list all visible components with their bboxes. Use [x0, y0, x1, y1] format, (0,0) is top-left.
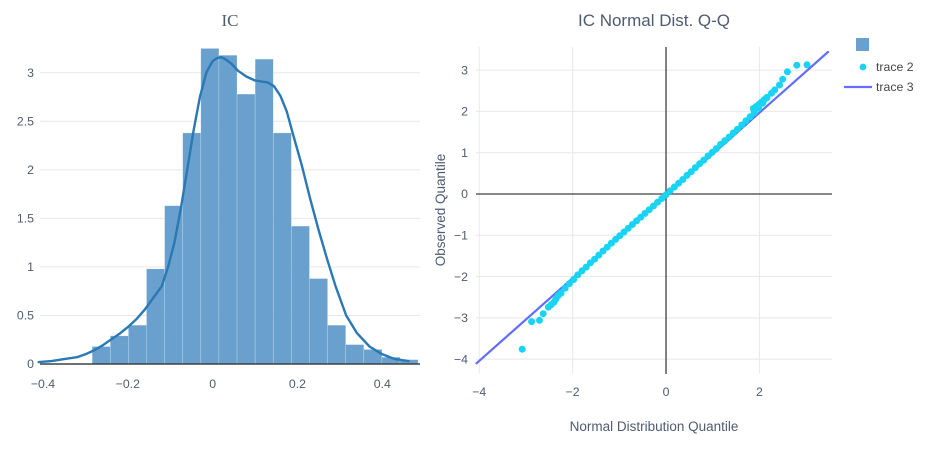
- y-tick-label: −1: [454, 228, 468, 242]
- y-tick-label: 3: [461, 63, 468, 77]
- histogram-bar: [236, 93, 256, 365]
- qq-point: [783, 68, 791, 76]
- histogram-bar: [109, 335, 129, 365]
- histogram-bar: [345, 344, 365, 365]
- histogram-bar: [309, 278, 328, 365]
- subplot-qq: −4 −3 −2 −1 0 1 2 3 −4 −2 0 2 IC Normal Dist. Q-Q N…: [433, 11, 832, 434]
- x-tick-label: 2: [756, 385, 763, 399]
- qq-point: [561, 284, 569, 292]
- histogram-bar: [327, 324, 346, 365]
- y-tick-label: 1: [461, 146, 468, 160]
- histogram-bar: [254, 58, 274, 365]
- tick-labels-right: −4 −3 −2 −1 0 1 2 3 −4 −2 0 2: [454, 63, 763, 399]
- histogram-bar: [128, 324, 147, 365]
- histogram-bar: [164, 205, 184, 365]
- qq-point: [518, 345, 526, 353]
- qq-yaxis-title: Observed Quantile: [433, 154, 448, 267]
- gridlines-right: [476, 47, 832, 374]
- x-tick-label: 0: [209, 377, 216, 391]
- y-tick-label: −3: [454, 311, 468, 325]
- y-tick-label: 1.5: [17, 212, 34, 226]
- qq-scatter-points: [518, 61, 811, 353]
- x-tick-label: −2: [566, 385, 580, 399]
- qq-point: [557, 289, 565, 297]
- histogram-bar: [218, 54, 238, 365]
- x-tick-label: 0.2: [289, 377, 306, 391]
- qq-xaxis-title: Normal Distribution Quantile: [570, 419, 739, 434]
- y-tick-label: −2: [454, 270, 468, 284]
- legend-label-trace2: trace 2: [876, 60, 914, 74]
- legend-item-trace3[interactable]: trace 3: [844, 80, 914, 94]
- histogram-title: IC: [222, 11, 239, 30]
- x-tick-label: 0: [663, 385, 670, 399]
- qq-point: [528, 318, 536, 326]
- legend-item-histogram[interactable]: [856, 38, 869, 51]
- x-tick-label: −0.2: [116, 377, 140, 391]
- y-tick-label: 0: [27, 357, 34, 371]
- kde-curve: [37, 56, 410, 364]
- histogram-bars: [91, 48, 419, 365]
- y-tick-label: 2: [27, 163, 34, 177]
- subplot-histogram: 0 0.5 1 1.5 2 2.5 3 −0.4 −0.2 0 0.2 0.4 IC: [17, 11, 420, 391]
- zero-lines: [476, 47, 832, 374]
- legend: trace 2 trace 3: [844, 38, 914, 94]
- y-tick-label: 1: [27, 260, 34, 274]
- y-tick-label: −4: [454, 352, 468, 366]
- legend-item-trace2[interactable]: trace 2: [859, 60, 914, 74]
- x-tick-label: −0.4: [31, 377, 55, 391]
- qq-title: IC Normal Dist. Q-Q: [578, 11, 730, 30]
- scatter-dot-icon: [859, 63, 867, 71]
- x-tick-label: 0.4: [374, 377, 391, 391]
- qq-point: [779, 75, 787, 83]
- legend-label-trace3: trace 3: [876, 80, 914, 94]
- x-tick-label: −4: [472, 385, 486, 399]
- histogram-bar: [200, 48, 220, 365]
- y-tick-label: 3: [27, 66, 34, 80]
- qq-point: [763, 93, 771, 101]
- y-tick-label: 0: [461, 187, 468, 201]
- histogram-swatch-icon: [856, 38, 869, 51]
- histogram-bar: [272, 132, 292, 365]
- qq-point: [570, 276, 578, 283]
- y-tick-label: 0.5: [17, 309, 34, 323]
- qq-point: [536, 316, 543, 324]
- qq-point: [539, 310, 547, 318]
- y-tick-label: 2: [461, 105, 468, 119]
- qq-point: [793, 61, 801, 69]
- tick-labels-left: 0 0.5 1 1.5 2 2.5 3 −0.4 −0.2 0 0.2 0.4: [17, 66, 391, 391]
- qq-point: [803, 61, 811, 69]
- qq-point: [771, 86, 779, 94]
- qq-point: [776, 81, 783, 89]
- histogram-bar: [291, 225, 310, 365]
- histogram-bar: [182, 132, 202, 365]
- y-tick-label: 2.5: [17, 114, 34, 128]
